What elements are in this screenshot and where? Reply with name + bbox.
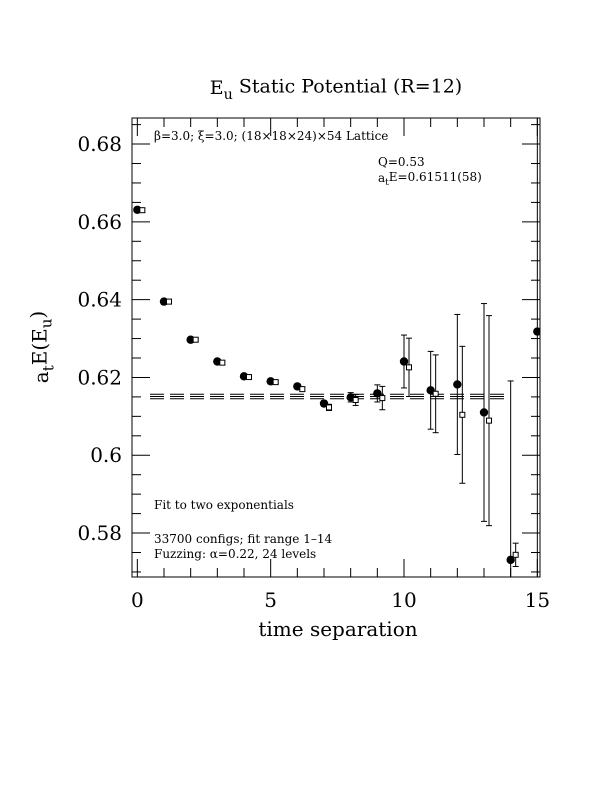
text-part: t — [39, 365, 57, 371]
x-axis-label: time separation — [258, 617, 417, 641]
point — [139, 207, 146, 214]
point — [299, 386, 306, 393]
y-tick-label: 0.62 — [77, 365, 122, 389]
annotation: Q=0.53 — [378, 155, 425, 169]
point — [486, 417, 492, 424]
point — [219, 359, 226, 366]
point — [246, 374, 252, 381]
point — [453, 380, 462, 389]
point — [352, 397, 359, 404]
point — [379, 395, 386, 402]
text-part: ) — [26, 311, 50, 319]
y-tick-label: 0.64 — [77, 288, 122, 312]
point — [533, 327, 540, 336]
text-part: t — [385, 178, 389, 188]
text-part: E — [210, 77, 224, 99]
y-tick-label: 0.6 — [90, 443, 122, 467]
x-tick-label: 10 — [391, 588, 416, 612]
point — [512, 551, 519, 558]
annotation: Fit to two exponentials — [154, 498, 294, 512]
point — [192, 336, 199, 343]
chart-title: Eu Static Potential (R=12) — [210, 75, 462, 103]
point — [399, 357, 409, 366]
text-part: E=0.61511(58) — [389, 170, 482, 184]
point — [406, 364, 412, 371]
annotation: Fuzzing: α=0.22, 24 levels — [154, 547, 316, 561]
point — [272, 379, 279, 386]
point — [326, 404, 332, 411]
y-tick-label: 0.58 — [77, 521, 122, 545]
point — [166, 298, 172, 305]
annotation: atE=0.61511(58) — [378, 170, 482, 188]
point — [432, 390, 439, 397]
x-tick-label: 0 — [131, 588, 144, 612]
y-tick-label: 0.68 — [77, 132, 122, 156]
x-tick-label: 5 — [264, 588, 277, 612]
text-part: Static Potential (R=12) — [233, 75, 462, 97]
plot-area — [133, 118, 540, 577]
point — [479, 408, 489, 417]
y-axis-label: atE(Eu) — [26, 311, 58, 383]
y-tick-label: 0.66 — [77, 210, 122, 234]
text-part: u — [224, 87, 233, 103]
text-part: E(E — [27, 328, 51, 365]
x-tick-label: 15 — [525, 588, 550, 612]
annotation: 33700 configs; fit range 1–14 — [154, 532, 332, 546]
text-part: a — [378, 171, 385, 185]
text-part: a — [29, 371, 53, 383]
point — [459, 411, 466, 418]
plot-frame — [131, 117, 541, 578]
annotation: β=3.0; ξ=3.0; (18×18×24)×54 Lattice — [154, 129, 388, 143]
text-part: u — [38, 318, 56, 328]
point — [539, 328, 540, 335]
